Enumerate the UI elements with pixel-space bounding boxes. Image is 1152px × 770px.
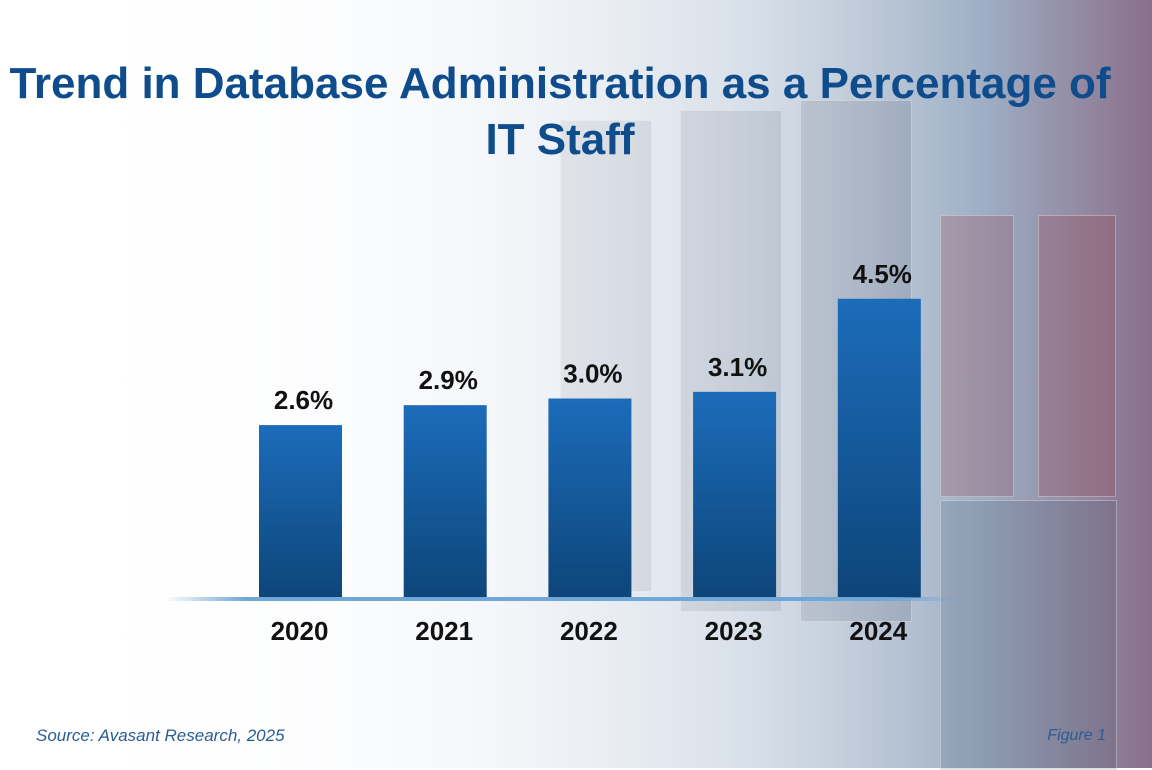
figure-label: Figure 1 xyxy=(1047,727,1106,744)
bar-2021 xyxy=(403,405,487,598)
data-label: 3.1% xyxy=(708,352,767,382)
x-tick-label: 2021 xyxy=(415,616,473,646)
source-note: Source: Avasant Research, 2025 xyxy=(36,726,285,745)
x-axis-baseline xyxy=(165,597,965,601)
bar-2024 xyxy=(837,298,921,598)
data-label: 3.0% xyxy=(563,359,622,389)
x-tick-label: 2022 xyxy=(560,616,618,646)
data-label: 2.9% xyxy=(419,365,478,395)
bar-2022 xyxy=(548,398,632,598)
chart-title: Trend in Database Administration as a Pe… xyxy=(9,59,1111,164)
x-tick-label: 2024 xyxy=(849,616,907,646)
data-label: 4.5% xyxy=(853,259,912,289)
x-tick-label: 2023 xyxy=(705,616,763,646)
x-tick-label: 2020 xyxy=(271,616,329,646)
bar-2023 xyxy=(693,391,777,598)
data-label: 2.6% xyxy=(274,385,333,415)
bar-2020 xyxy=(259,425,342,598)
